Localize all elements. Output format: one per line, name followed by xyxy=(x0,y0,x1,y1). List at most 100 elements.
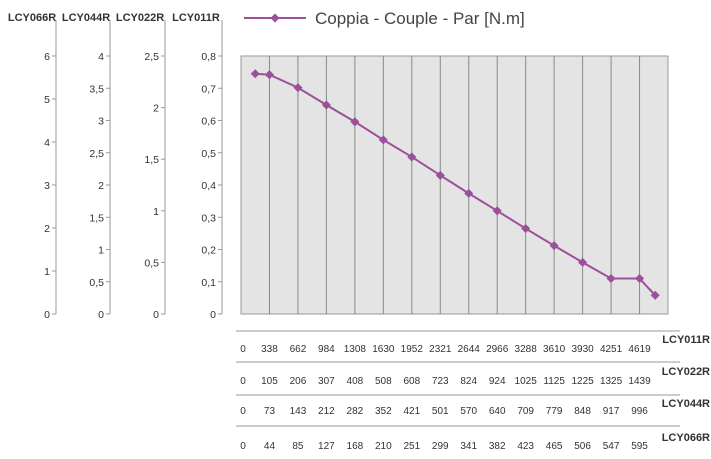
x-tick-label-lcy066r: 547 xyxy=(603,441,620,452)
y-tick-label-lcy066r: 6 xyxy=(44,51,50,63)
x-tick-label-lcy022r: 1025 xyxy=(515,376,538,387)
x-axis-title-lcy044r: LCY044R xyxy=(662,398,710,410)
x-tick-label-lcy066r: 595 xyxy=(631,441,648,452)
x-axis-title-lcy022r: LCY022R xyxy=(662,366,710,378)
x-tick-label-lcy022r: 1325 xyxy=(600,376,623,387)
x-tick-label-lcy011r: 3930 xyxy=(571,344,594,355)
x-tick-label-lcy011r: 4251 xyxy=(600,344,623,355)
x-tick-label-lcy011r: 2644 xyxy=(458,344,481,355)
y-tick-label-lcy044r: 2 xyxy=(98,180,104,192)
y-tick-label-lcy044r: 2,5 xyxy=(89,148,104,160)
x-tick-label-lcy011r: 1630 xyxy=(372,344,395,355)
x-tick-label-lcy011r: 4619 xyxy=(628,344,651,355)
y-tick-label-lcy022r: 2,5 xyxy=(144,51,159,63)
x-tick-label-lcy011r: 0 xyxy=(240,344,246,355)
x-tick-label-lcy022r: 307 xyxy=(318,376,335,387)
data-point xyxy=(606,273,616,284)
y-tick-label-lcy022r: 0 xyxy=(153,309,159,321)
x-tick-label-lcy022r: 206 xyxy=(290,376,307,387)
y-tick-label-lcy011r: 0,6 xyxy=(201,116,216,128)
x-tick-label-lcy011r: 1308 xyxy=(344,344,367,355)
y-axis-title-lcy066r: LCY066R xyxy=(8,12,56,24)
x-tick-label-lcy066r: 341 xyxy=(460,441,477,452)
y-axis-title-lcy022r: LCY022R xyxy=(116,12,164,24)
x-tick-label-lcy011r: 662 xyxy=(290,344,307,355)
y-tick-label-lcy044r: 3 xyxy=(98,116,104,128)
y-tick-label-lcy011r: 0,7 xyxy=(201,83,216,95)
x-tick-label-lcy066r: 210 xyxy=(375,441,392,452)
x-tick-label-lcy044r: 282 xyxy=(347,406,364,417)
x-tick-label-lcy022r: 608 xyxy=(403,376,420,387)
x-tick-label-lcy044r: 996 xyxy=(631,406,648,417)
y-tick-label-lcy011r: 0,8 xyxy=(201,51,216,63)
x-tick-label-lcy011r: 1952 xyxy=(401,344,424,355)
y-axis-title-lcy044r: LCY044R xyxy=(62,12,110,24)
y-tick-label-lcy066r: 1 xyxy=(44,266,50,278)
y-tick-label-lcy022r: 1 xyxy=(153,206,159,218)
x-tick-label-lcy011r: 984 xyxy=(318,344,335,355)
x-tick-label-lcy044r: 73 xyxy=(264,406,276,417)
y-tick-label-lcy044r: 0 xyxy=(98,309,104,321)
x-tick-label-lcy066r: 127 xyxy=(318,441,335,452)
x-tick-label-lcy066r: 299 xyxy=(432,441,449,452)
x-tick-label-lcy044r: 640 xyxy=(489,406,506,417)
x-tick-label-lcy022r: 824 xyxy=(460,376,477,387)
x-tick-label-lcy044r: 143 xyxy=(290,406,307,417)
y-tick-label-lcy066r: 5 xyxy=(44,94,50,106)
x-tick-label-lcy066r: 382 xyxy=(489,441,506,452)
data-point xyxy=(293,83,303,93)
y-tick-label-lcy022r: 0,5 xyxy=(144,257,159,269)
y-tick-label-lcy022r: 2 xyxy=(153,103,159,115)
x-tick-label-lcy044r: 501 xyxy=(432,406,449,417)
legend-label: Coppia - Couple - Par [N.m] xyxy=(315,9,525,28)
x-tick-label-lcy044r: 570 xyxy=(460,406,477,417)
series-line xyxy=(255,72,656,296)
x-tick-label-lcy066r: 44 xyxy=(264,441,276,452)
legend-marker xyxy=(270,13,280,23)
y-axis-title-lcy011r: LCY011R xyxy=(172,12,220,24)
x-tick-label-lcy044r: 917 xyxy=(603,406,620,417)
x-tick-label-lcy066r: 168 xyxy=(347,441,364,452)
x-tick-label-lcy044r: 352 xyxy=(375,406,392,417)
x-tick-label-lcy022r: 105 xyxy=(261,376,278,387)
data-point xyxy=(435,170,445,180)
data-point xyxy=(407,152,417,162)
y-tick-label-lcy044r: 1,5 xyxy=(89,212,104,224)
x-tick-label-lcy022r: 1125 xyxy=(543,376,565,387)
x-tick-label-lcy011r: 3610 xyxy=(543,344,566,355)
y-tick-label-lcy044r: 3,5 xyxy=(89,83,104,95)
y-tick-label-lcy011r: 0,2 xyxy=(201,245,216,257)
x-tick-label-lcy066r: 465 xyxy=(546,441,563,452)
data-point xyxy=(321,100,331,110)
x-tick-label-lcy022r: 723 xyxy=(432,376,449,387)
y-tick-label-lcy044r: 1 xyxy=(98,245,104,257)
y-tick-label-lcy066r: 0 xyxy=(44,309,50,321)
y-tick-label-lcy044r: 0,5 xyxy=(89,277,104,289)
x-tick-label-lcy011r: 3288 xyxy=(515,344,538,355)
y-tick-label-lcy022r: 1,5 xyxy=(144,154,159,166)
x-tick-label-lcy022r: 508 xyxy=(375,376,392,387)
x-tick-label-lcy044r: 779 xyxy=(546,406,563,417)
x-tick-label-lcy066r: 423 xyxy=(517,441,534,452)
y-tick-label-lcy011r: 0,3 xyxy=(201,212,216,224)
data-point xyxy=(635,273,645,284)
x-tick-label-lcy022r: 1225 xyxy=(571,376,594,387)
y-tick-label-lcy011r: 0 xyxy=(210,309,216,321)
y-tick-label-lcy066r: 4 xyxy=(44,137,50,149)
y-tick-label-lcy044r: 4 xyxy=(98,51,104,63)
x-tick-label-lcy066r: 0 xyxy=(240,441,246,452)
x-tick-label-lcy066r: 85 xyxy=(292,441,304,452)
x-tick-label-lcy066r: 251 xyxy=(403,441,420,452)
x-tick-label-lcy044r: 848 xyxy=(574,406,591,417)
x-tick-label-lcy011r: 338 xyxy=(261,344,278,355)
data-point xyxy=(578,257,588,267)
y-tick-label-lcy011r: 0,1 xyxy=(201,277,216,289)
y-tick-label-lcy066r: 2 xyxy=(44,223,50,235)
y-tick-label-lcy011r: 0,4 xyxy=(201,180,216,192)
x-tick-label-lcy022r: 1439 xyxy=(628,376,651,387)
x-tick-label-lcy011r: 2321 xyxy=(429,344,452,355)
x-tick-label-lcy066r: 506 xyxy=(574,441,591,452)
x-tick-label-lcy044r: 212 xyxy=(318,406,335,417)
